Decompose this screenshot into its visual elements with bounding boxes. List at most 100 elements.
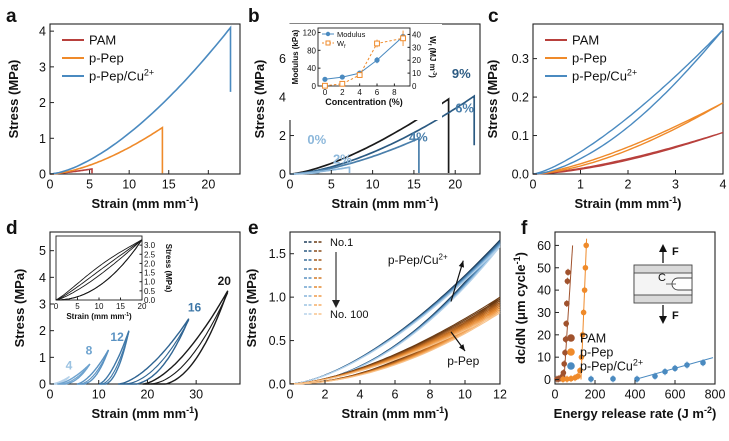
y-tick-label: 20 bbox=[537, 328, 551, 342]
inset-background bbox=[288, 24, 442, 120]
y-tick-label: 0.0 bbox=[512, 168, 529, 182]
y-tick-label: 0.5 bbox=[269, 334, 286, 348]
y-tick-label: 1 bbox=[39, 351, 46, 365]
data-point bbox=[582, 264, 589, 271]
x-tick-label: 600 bbox=[665, 388, 686, 402]
inset-point-wf bbox=[339, 80, 346, 87]
y-tick-label: 1.0 bbox=[269, 291, 286, 305]
panel-label: d bbox=[6, 218, 18, 239]
force-label-top: F bbox=[672, 246, 679, 258]
cycle-loop bbox=[289, 246, 501, 385]
text-part: ) bbox=[677, 196, 681, 211]
legend-label: PAM bbox=[89, 33, 116, 48]
data-point bbox=[672, 365, 678, 372]
x-axis-label: Energy release rate (J m-2) bbox=[554, 405, 717, 421]
x-tick-label: 5 bbox=[86, 178, 93, 192]
crack-label: C bbox=[658, 272, 666, 284]
superscript: 2+ bbox=[627, 67, 637, 77]
inset-y-tick-label-right: 40 bbox=[412, 30, 421, 39]
data-point bbox=[564, 300, 570, 307]
plot-frame bbox=[49, 23, 241, 175]
series-loop-reload bbox=[79, 350, 109, 385]
text-part: ) bbox=[513, 252, 528, 256]
specimen-schematic: C F F bbox=[633, 244, 693, 324]
inset-x-tick-label: 2 bbox=[340, 88, 345, 97]
legend-arrow-head bbox=[332, 300, 340, 308]
superscript: -1 bbox=[125, 312, 130, 318]
inset-x-tick-label: 5 bbox=[75, 302, 80, 311]
data-point bbox=[577, 367, 583, 374]
series-annotation: 4% bbox=[409, 129, 428, 144]
series-loop-reload bbox=[59, 364, 91, 385]
inset-y-tick-label-right: 30 bbox=[412, 43, 421, 52]
y-tick-label: 1.5 bbox=[269, 247, 286, 261]
inset-y-tick-label: 0.5 bbox=[144, 287, 156, 296]
text-part: p-Pep/Cu bbox=[89, 69, 144, 84]
series-loop bbox=[76, 349, 110, 385]
annotation-arrow-cu bbox=[450, 260, 464, 302]
series-loop-reload bbox=[123, 319, 190, 385]
inset-y-tick-label-left: 0 bbox=[312, 82, 317, 91]
series-annotation: 0% bbox=[307, 132, 326, 147]
text-part: Modulus bbox=[337, 30, 366, 39]
inset-point-wf bbox=[400, 35, 406, 42]
y-tick-label: 6 bbox=[279, 52, 286, 66]
x-tick-label: 20 bbox=[140, 388, 154, 402]
inset-x-tick-label: 6 bbox=[375, 88, 380, 97]
x-tick-label: 400 bbox=[625, 388, 646, 402]
superscript: -1 bbox=[436, 405, 444, 415]
legend-last-label: No. 100 bbox=[330, 309, 369, 321]
inset-x-tick-label: 10 bbox=[95, 302, 104, 311]
data-point bbox=[562, 349, 568, 356]
series-line bbox=[290, 171, 320, 175]
legend-label: PAM bbox=[580, 332, 606, 346]
y-tick-label: 0 bbox=[544, 373, 551, 387]
data-point bbox=[579, 332, 586, 338]
x-tick-label: 5 bbox=[328, 178, 335, 192]
text-part: p-Pep/Cu bbox=[572, 69, 627, 84]
data-point bbox=[578, 354, 585, 360]
data-point bbox=[581, 287, 588, 293]
text-part: ) bbox=[129, 312, 132, 321]
x-tick-label: 0 bbox=[47, 178, 54, 192]
series-loop bbox=[532, 102, 724, 175]
data-point bbox=[610, 376, 616, 382]
inset-legend-marker bbox=[325, 31, 331, 37]
inset-frame bbox=[317, 27, 411, 87]
text-part: ) bbox=[444, 406, 448, 421]
series-loop-reload bbox=[52, 376, 70, 385]
inset-y-tick-label: 1.5 bbox=[144, 269, 156, 278]
text-part: W bbox=[428, 36, 437, 44]
subscript: f bbox=[426, 44, 432, 46]
series-line-ppep bbox=[49, 126, 164, 175]
inset-x-tick-label: 0 bbox=[54, 302, 59, 311]
inset-y-axis-label-right: Wf (MJ m-3) bbox=[426, 36, 437, 78]
text-part: Strain (mm mm bbox=[332, 196, 427, 211]
y-tick-label: 4 bbox=[279, 91, 286, 105]
text-part: ) bbox=[428, 75, 437, 78]
inset-x-tick-label: 8 bbox=[392, 88, 397, 97]
x-tick-label: 8 bbox=[427, 388, 434, 402]
y-tick-label: 2 bbox=[39, 324, 46, 338]
force-arrow-top-head bbox=[659, 244, 667, 252]
data-point bbox=[561, 361, 567, 367]
text-part: p-Pep bbox=[572, 51, 607, 66]
superscript: -1 bbox=[186, 405, 194, 415]
y-tick-label: 0 bbox=[39, 168, 46, 182]
data-point bbox=[588, 376, 594, 382]
superscript: -3 bbox=[431, 71, 437, 76]
text-part: dc/dN (μm cycle bbox=[513, 264, 528, 364]
series-annotation: 4 bbox=[66, 358, 73, 372]
fit-line bbox=[563, 245, 574, 380]
legend-marker bbox=[567, 334, 575, 342]
y-axis-label: Stress (MPa) bbox=[12, 269, 27, 348]
inset-point-wf bbox=[356, 72, 363, 78]
y-axis-label: Stress (MPa) bbox=[485, 60, 500, 139]
force-label-bottom: F bbox=[672, 310, 679, 322]
series-annotation: p-Pep/Cu2+ bbox=[388, 252, 448, 267]
series-loop bbox=[532, 29, 724, 175]
series-loop bbox=[57, 363, 91, 385]
